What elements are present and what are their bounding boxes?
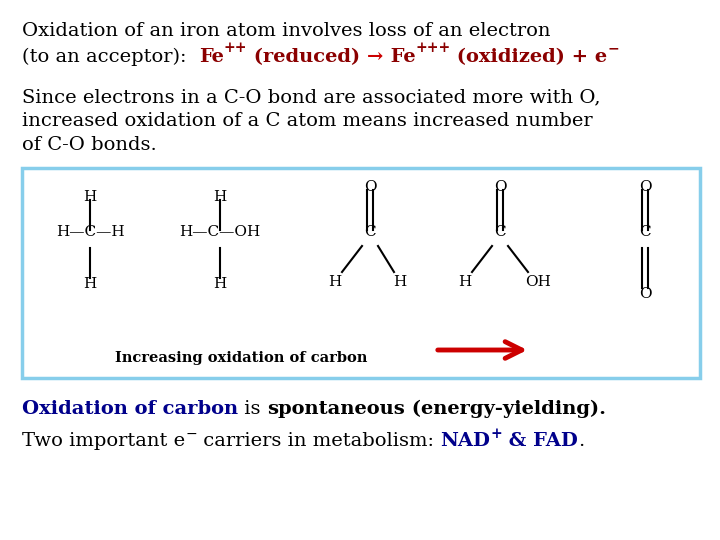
Text: & FAD: & FAD bbox=[502, 432, 577, 450]
Text: OH: OH bbox=[525, 275, 551, 289]
Text: O: O bbox=[364, 180, 377, 194]
Text: spontaneous: spontaneous bbox=[267, 400, 405, 418]
Text: Fe: Fe bbox=[384, 48, 415, 66]
Text: H: H bbox=[459, 275, 472, 289]
Text: +: + bbox=[490, 427, 502, 441]
Text: H: H bbox=[328, 275, 341, 289]
Text: Two important e: Two important e bbox=[22, 432, 185, 450]
Text: Increasing oxidation of carbon: Increasing oxidation of carbon bbox=[115, 351, 367, 365]
Text: (oxidized) + e: (oxidized) + e bbox=[451, 48, 608, 66]
Text: (to an acceptor):: (to an acceptor): bbox=[22, 48, 199, 66]
Bar bbox=[22, 168, 700, 378]
Text: H: H bbox=[84, 190, 96, 204]
Text: C: C bbox=[364, 225, 376, 239]
Text: Fe: Fe bbox=[199, 48, 224, 66]
Text: H: H bbox=[393, 275, 407, 289]
Text: H—C—H: H—C—H bbox=[55, 225, 125, 239]
Text: (reduced): (reduced) bbox=[248, 48, 367, 66]
Text: Oxidation of carbon: Oxidation of carbon bbox=[22, 400, 238, 418]
Text: carriers in metabolism:: carriers in metabolism: bbox=[197, 432, 440, 450]
Text: −: − bbox=[608, 41, 619, 55]
Text: Since electrons in a C-O bond are associated more with O,: Since electrons in a C-O bond are associ… bbox=[22, 88, 600, 106]
Text: →: → bbox=[367, 48, 384, 66]
Text: C: C bbox=[639, 225, 651, 239]
Text: C: C bbox=[494, 225, 506, 239]
Text: increased oxidation of a C atom means increased number: increased oxidation of a C atom means in… bbox=[22, 112, 593, 130]
Text: −: − bbox=[185, 427, 197, 441]
Text: .: . bbox=[577, 432, 584, 450]
Text: O: O bbox=[494, 180, 506, 194]
Text: H: H bbox=[84, 277, 96, 291]
Text: H: H bbox=[213, 277, 227, 291]
Text: O: O bbox=[639, 287, 652, 301]
Text: ++: ++ bbox=[224, 41, 248, 55]
Text: is: is bbox=[238, 400, 267, 418]
Text: Oxidation of an iron atom involves loss of an electron: Oxidation of an iron atom involves loss … bbox=[22, 22, 551, 40]
Text: H—C—OH: H—C—OH bbox=[179, 225, 261, 239]
Text: O: O bbox=[639, 180, 652, 194]
Text: NAD: NAD bbox=[440, 432, 490, 450]
Text: (energy-yielding).: (energy-yielding). bbox=[405, 400, 606, 418]
Text: +++: +++ bbox=[415, 41, 451, 55]
Text: H: H bbox=[213, 190, 227, 204]
Text: of C-O bonds.: of C-O bonds. bbox=[22, 136, 157, 154]
